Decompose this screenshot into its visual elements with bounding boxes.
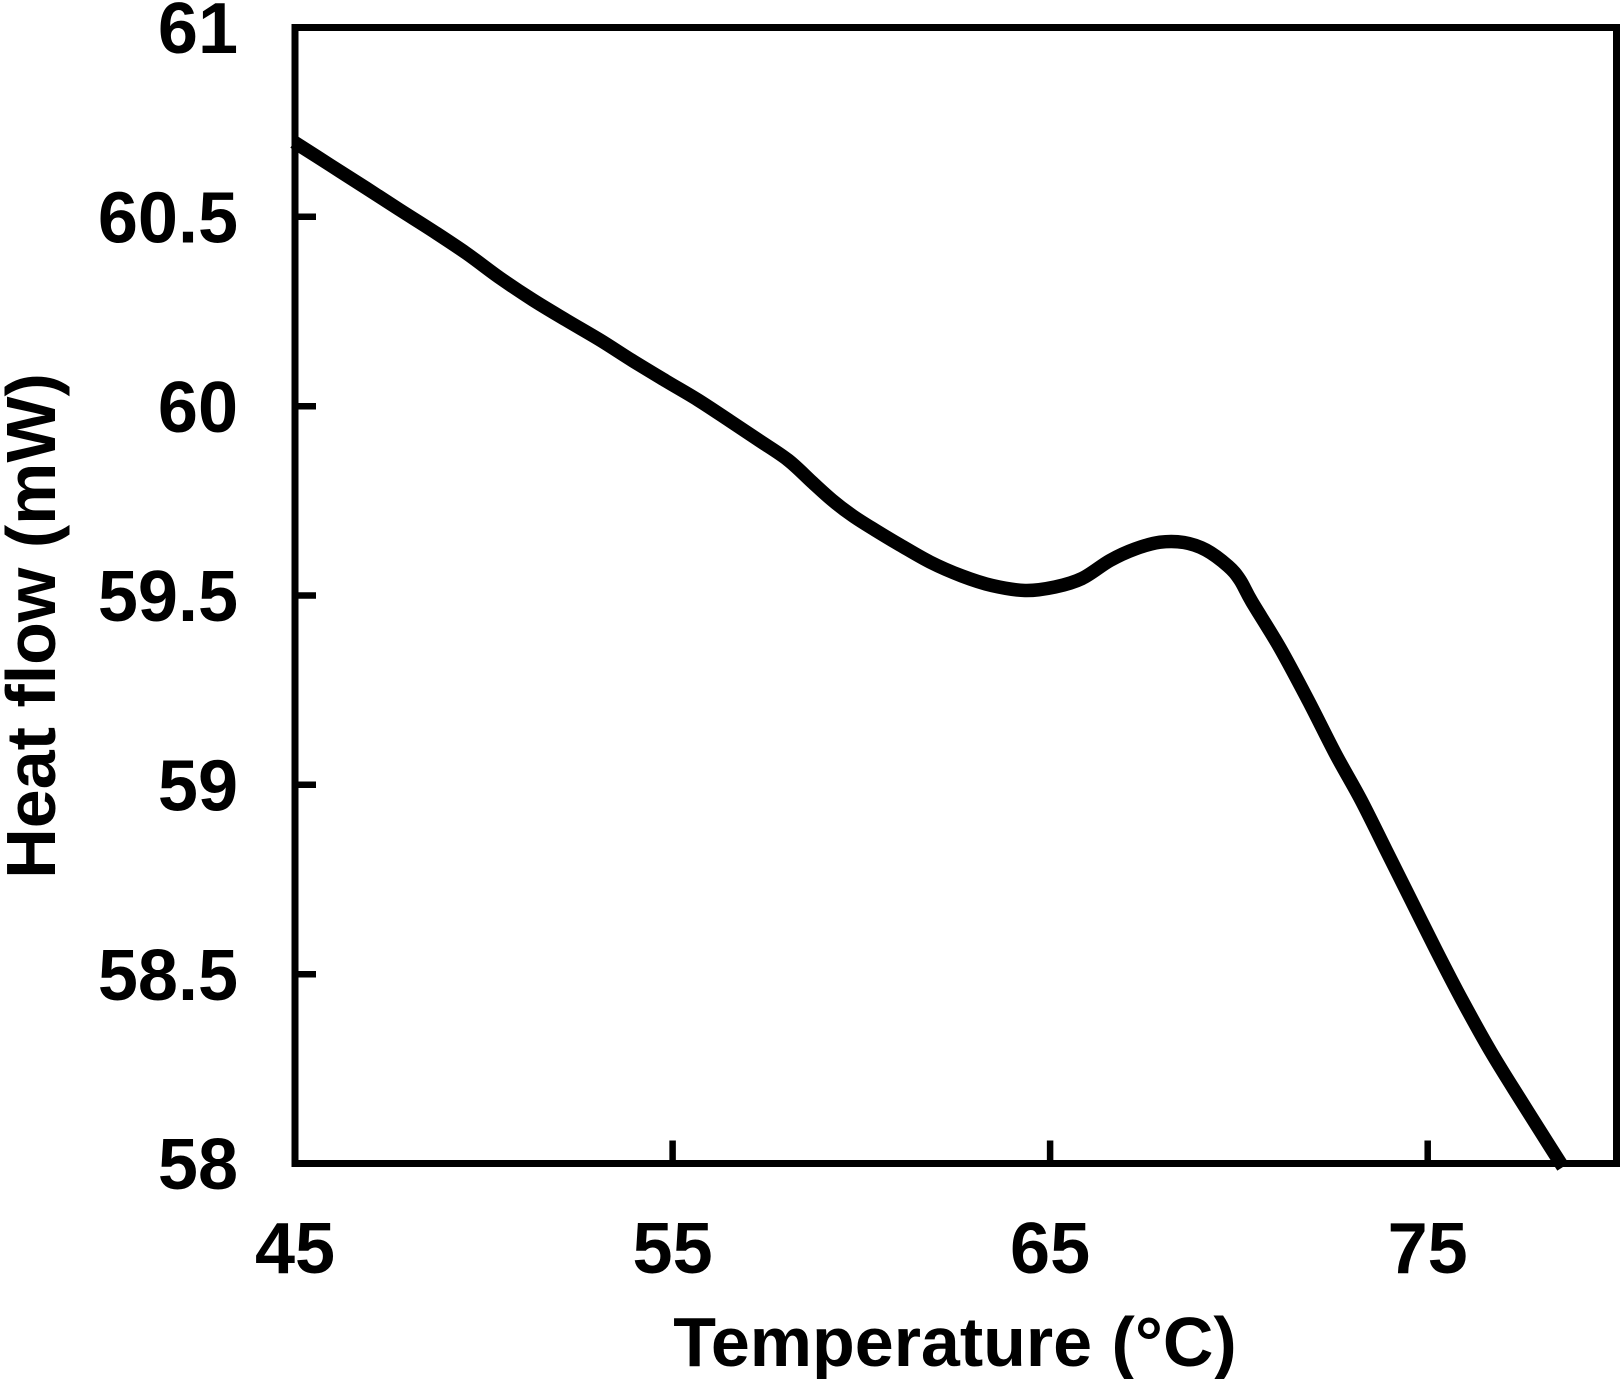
svg-text:75: 75 <box>1388 1209 1468 1289</box>
svg-text:59.5: 59.5 <box>98 557 238 637</box>
svg-text:61: 61 <box>158 0 238 69</box>
svg-text:60.5: 60.5 <box>98 179 238 259</box>
svg-text:Temperature (°C): Temperature (°C) <box>673 1303 1236 1379</box>
svg-text:Heat flow (mW): Heat flow (mW) <box>0 373 70 879</box>
svg-text:58: 58 <box>158 1125 238 1205</box>
svg-text:45: 45 <box>255 1209 335 1289</box>
svg-text:58.5: 58.5 <box>98 936 238 1016</box>
svg-text:59: 59 <box>158 747 238 827</box>
svg-text:60: 60 <box>158 368 238 448</box>
svg-text:65: 65 <box>1010 1209 1090 1289</box>
svg-text:55: 55 <box>633 1209 713 1289</box>
